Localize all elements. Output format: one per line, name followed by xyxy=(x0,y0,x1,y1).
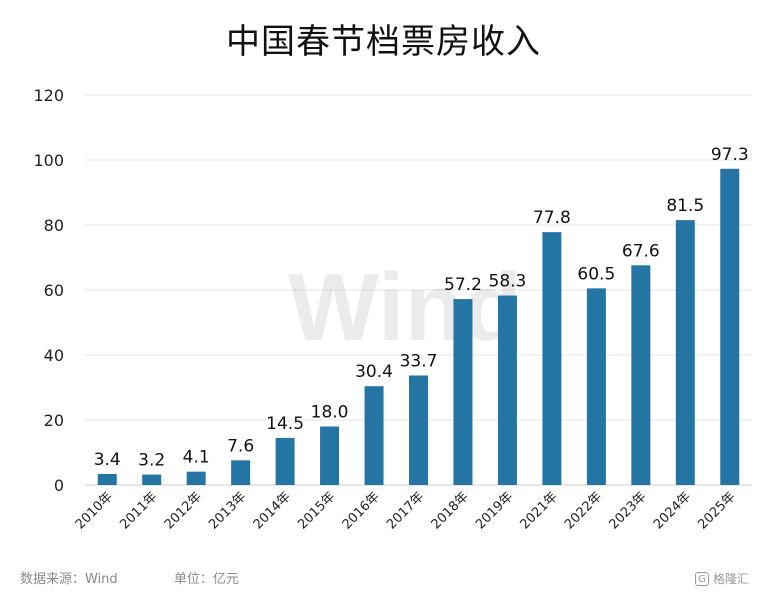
watermark: Wind xyxy=(288,254,522,361)
y-tick-label: 120 xyxy=(33,86,64,105)
x-tick-label: 2010年 xyxy=(73,489,116,532)
data-label: 77.8 xyxy=(533,208,571,228)
bar xyxy=(275,437,295,485)
x-tick-label: 2018年 xyxy=(429,489,472,532)
brand: G 格隆汇 xyxy=(694,570,749,587)
bar xyxy=(186,471,206,485)
data-label: 67.6 xyxy=(622,241,660,261)
x-tick-label: 2013年 xyxy=(206,489,249,532)
data-label: 3.2 xyxy=(138,451,165,471)
x-tick-label: 2017年 xyxy=(384,489,427,532)
bar xyxy=(542,232,562,485)
y-tick-label: 60 xyxy=(44,281,64,300)
x-axis-ticks: 2010年 2011年 2012年 2013年 2014年 2015年 2016年 2017年… xyxy=(73,489,739,532)
data-label: 4.1 xyxy=(183,448,210,468)
x-tick-label: 2023年 xyxy=(606,489,649,532)
bar xyxy=(631,265,651,485)
y-axis-ticks: 0 20 40 60 80 100 120 xyxy=(33,86,64,495)
bar xyxy=(142,474,162,485)
chart-title: 中国春节档票房收入 xyxy=(226,22,541,62)
bar xyxy=(497,295,517,485)
bar xyxy=(364,386,384,485)
y-tick-label: 100 xyxy=(33,151,64,170)
bar xyxy=(586,288,606,485)
data-label: 97.3 xyxy=(711,145,749,165)
unit-note: 单位：亿元 xyxy=(173,572,239,587)
bar xyxy=(320,426,340,485)
value-labels: 3.4 3.2 4.1 7.6 14.5 18.0 30.4 33.7 57.2 58.3 77.8… xyxy=(94,145,749,471)
x-tick-label: 2025年 xyxy=(695,489,738,532)
data-label: 81.5 xyxy=(666,196,704,216)
bar xyxy=(453,299,473,485)
x-tick-label: 2016年 xyxy=(340,489,383,532)
brand-name: 格隆汇 xyxy=(712,572,749,586)
x-tick-label: 2021年 xyxy=(518,489,561,532)
x-tick-label: 2024年 xyxy=(651,489,694,532)
x-tick-label: 2012年 xyxy=(162,489,205,532)
data-label: 33.7 xyxy=(400,351,438,371)
bar-chart: Wind 0 20 40 60 80 100 120 3.4 3.2 4.1 7.6 14.5 18.… xyxy=(33,86,752,532)
bar xyxy=(409,375,428,485)
y-tick-label: 0 xyxy=(54,476,64,495)
data-label: 57.2 xyxy=(444,275,482,295)
footer: 数据来源：Wind 单位：亿元 xyxy=(20,568,291,587)
source-note: 数据来源：Wind xyxy=(20,572,118,587)
x-tick-label: 2019年 xyxy=(473,489,516,532)
bar xyxy=(97,473,117,485)
x-tick-label: 2022年 xyxy=(562,489,605,532)
data-label: 30.4 xyxy=(355,362,393,382)
bar xyxy=(675,220,695,485)
y-tick-label: 20 xyxy=(44,411,64,430)
gelonghui-logo-icon: G xyxy=(694,571,709,586)
y-tick-label: 40 xyxy=(44,346,64,365)
data-label: 18.0 xyxy=(311,403,349,423)
data-label: 3.4 xyxy=(94,450,121,470)
data-label: 7.6 xyxy=(227,436,254,456)
data-label: 14.5 xyxy=(266,414,304,434)
x-tick-label: 2014年 xyxy=(251,489,294,532)
y-tick-label: 80 xyxy=(44,216,64,235)
x-tick-label: 2015年 xyxy=(295,489,338,532)
bars xyxy=(97,168,740,485)
bar xyxy=(720,168,740,485)
data-label: 60.5 xyxy=(577,264,615,284)
bar xyxy=(231,460,251,485)
x-tick-label: 2011年 xyxy=(117,489,160,532)
data-label: 58.3 xyxy=(489,272,527,292)
